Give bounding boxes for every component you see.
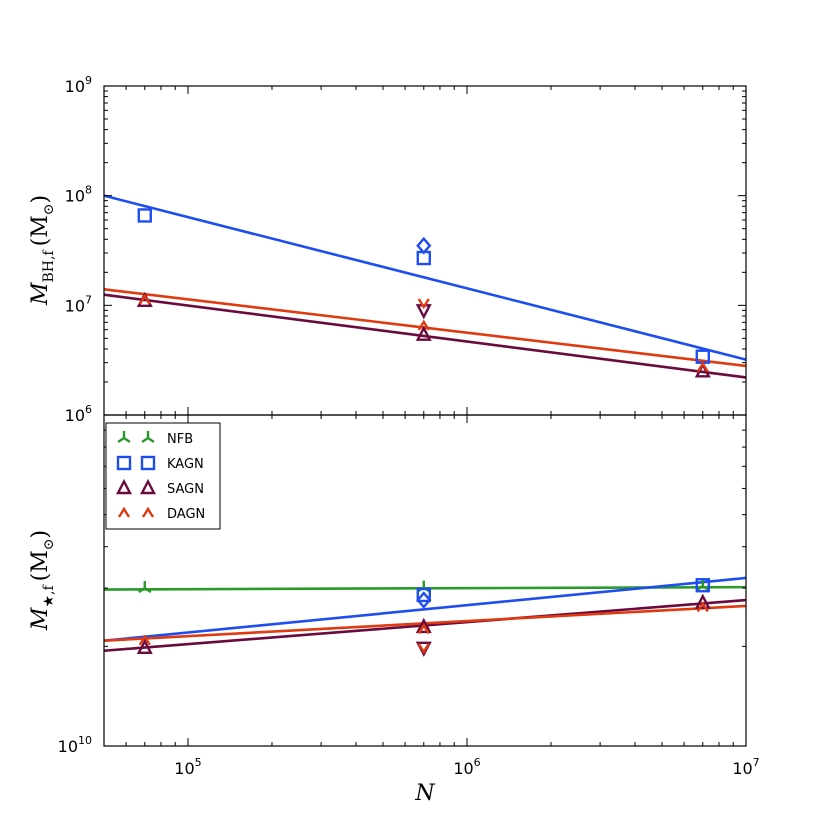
- legend-label-nfb: NFB: [167, 432, 193, 447]
- x-tick-label: 106: [453, 756, 480, 778]
- axes-frame: [103, 414, 747, 747]
- point-nfb: [138, 581, 152, 594]
- bottom-y-axis-label: M★,f (M⊙): [28, 530, 57, 631]
- legend: NFB KAGN SAGN DAGN: [105, 422, 221, 530]
- point-kagn: [416, 591, 432, 609]
- point-kagn: [695, 578, 710, 593]
- y-tick-label: 1010: [58, 734, 92, 756]
- point-kagn: [416, 587, 431, 603]
- point-dagn: [696, 601, 709, 613]
- legend-markers: [116, 431, 156, 518]
- point-dagn: [138, 293, 151, 305]
- fit-line-dagn: [103, 288, 747, 368]
- legend-label-dagn: DAGN: [167, 507, 205, 522]
- y-tick-label: 109: [65, 74, 92, 96]
- legend-label-sagn: SAGN: [167, 482, 204, 497]
- top-y-subscript: BH,f: [41, 249, 57, 283]
- x-tick-label: 107: [732, 756, 759, 778]
- tick-labels: 106 107 108 109 1010 105 106 107: [58, 74, 760, 778]
- point-dagn: [417, 623, 430, 635]
- legend-marker-nfb: [117, 431, 131, 443]
- point-dagn: [696, 361, 709, 373]
- point-dagn: [417, 298, 430, 310]
- bottom-y-unit: (M: [28, 550, 53, 581]
- point-kagn: [137, 208, 152, 223]
- legend-marker-sagn: [116, 478, 132, 495]
- top-y-unit-sub: ⊙: [41, 204, 57, 216]
- fit-line-sagn: [103, 293, 747, 379]
- y-tick-label: 106: [65, 403, 92, 425]
- axes-frames: [103, 85, 747, 747]
- data-markers: [136, 208, 711, 657]
- legend-label-kagn: KAGN: [167, 457, 204, 472]
- point-sagn: [415, 617, 432, 634]
- top-y-unit-close: ): [28, 195, 53, 204]
- bottom-y-symbol: M: [28, 607, 53, 631]
- fit-line-kagn: [103, 576, 747, 643]
- legend-marker-kagn: [140, 455, 156, 471]
- legend-marker-sagn: [140, 478, 156, 495]
- point-dagn: [417, 319, 430, 331]
- legend-marker-dagn: [141, 506, 155, 518]
- x-tick-label: 105: [174, 756, 201, 778]
- top-y-symbol: M: [28, 282, 53, 306]
- point-dagn: [417, 643, 430, 655]
- bottom-y-unit-close: ): [28, 530, 53, 539]
- top-y-unit: (M: [28, 215, 53, 246]
- point-sagn: [136, 638, 153, 655]
- top-y-axis-label: MBH,f (M⊙): [28, 195, 57, 306]
- legend-marker-nfb: [141, 431, 155, 443]
- y-tick-label: 107: [65, 293, 92, 315]
- axis-ticks: [103, 85, 747, 747]
- point-kagn: [416, 236, 432, 255]
- bottom-y-unit-sub: ⊙: [41, 539, 57, 551]
- fit-line-kagn: [103, 194, 747, 361]
- legend-marker-dagn: [117, 506, 131, 518]
- y-tick-label: 108: [65, 184, 92, 206]
- bottom-y-subscript: ★,f: [41, 584, 57, 608]
- point-sagn: [415, 325, 432, 341]
- legend-marker-kagn: [116, 455, 132, 471]
- x-axis-label: N: [414, 781, 435, 806]
- point-dagn: [138, 634, 151, 646]
- point-sagn: [694, 593, 711, 609]
